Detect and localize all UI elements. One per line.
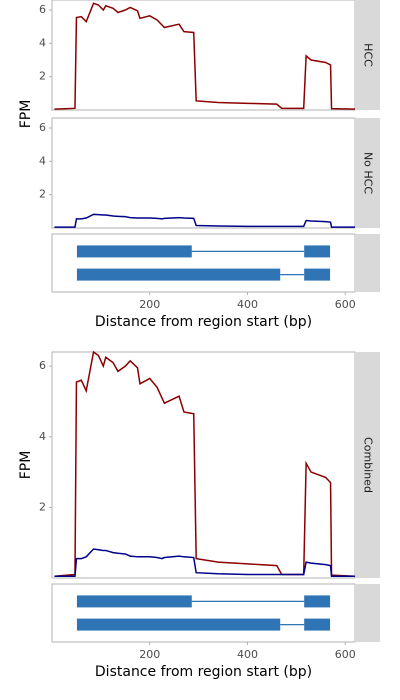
strip-bg bbox=[355, 234, 380, 292]
panel bbox=[51, 0, 356, 111]
exon bbox=[304, 618, 331, 631]
y-tick-label: 4 bbox=[39, 36, 46, 49]
exon bbox=[76, 618, 281, 631]
strip-label: Combined bbox=[362, 437, 375, 493]
x-tick-label: 400 bbox=[237, 298, 258, 311]
y-axis-title: FPM bbox=[18, 451, 34, 480]
exon bbox=[304, 268, 331, 281]
y-tick-label: 6 bbox=[39, 3, 46, 16]
exon bbox=[76, 595, 192, 608]
y-tick-label: 2 bbox=[39, 70, 46, 83]
y-tick-label: 6 bbox=[39, 359, 46, 372]
y-axis-title: FPM bbox=[18, 100, 34, 129]
x-tick-label: 400 bbox=[237, 648, 258, 661]
series-line bbox=[54, 2, 356, 110]
series-line bbox=[54, 548, 355, 577]
x-tick-label: 200 bbox=[139, 648, 160, 661]
exon bbox=[76, 245, 192, 258]
x-axis-title: Distance from region start (bp) bbox=[95, 314, 312, 330]
strip-label: HCC bbox=[362, 43, 375, 67]
x-tick-label: 600 bbox=[335, 298, 356, 311]
exon bbox=[304, 595, 331, 608]
gene-panel bbox=[51, 583, 356, 643]
x-axis-title: Distance from region start (bp) bbox=[95, 664, 312, 680]
y-tick-label: 6 bbox=[39, 121, 46, 134]
series-line bbox=[54, 350, 356, 577]
gene-panel bbox=[51, 233, 356, 293]
y-tick-label: 4 bbox=[39, 154, 46, 167]
y-tick-label: 2 bbox=[39, 500, 46, 513]
strip-bg bbox=[355, 0, 380, 110]
y-tick-label: 2 bbox=[39, 188, 46, 201]
x-tick-label: 600 bbox=[335, 648, 356, 661]
strip-bg bbox=[355, 584, 380, 642]
strip-label: No HCC bbox=[362, 152, 375, 194]
panel bbox=[51, 351, 356, 579]
strip-bg bbox=[355, 352, 380, 578]
x-tick-label: 200 bbox=[139, 298, 160, 311]
strip-bg bbox=[355, 118, 380, 228]
exon bbox=[304, 245, 331, 258]
series-line bbox=[54, 213, 355, 228]
panel bbox=[51, 117, 356, 229]
exon bbox=[76, 268, 281, 281]
y-tick-label: 4 bbox=[39, 430, 46, 443]
